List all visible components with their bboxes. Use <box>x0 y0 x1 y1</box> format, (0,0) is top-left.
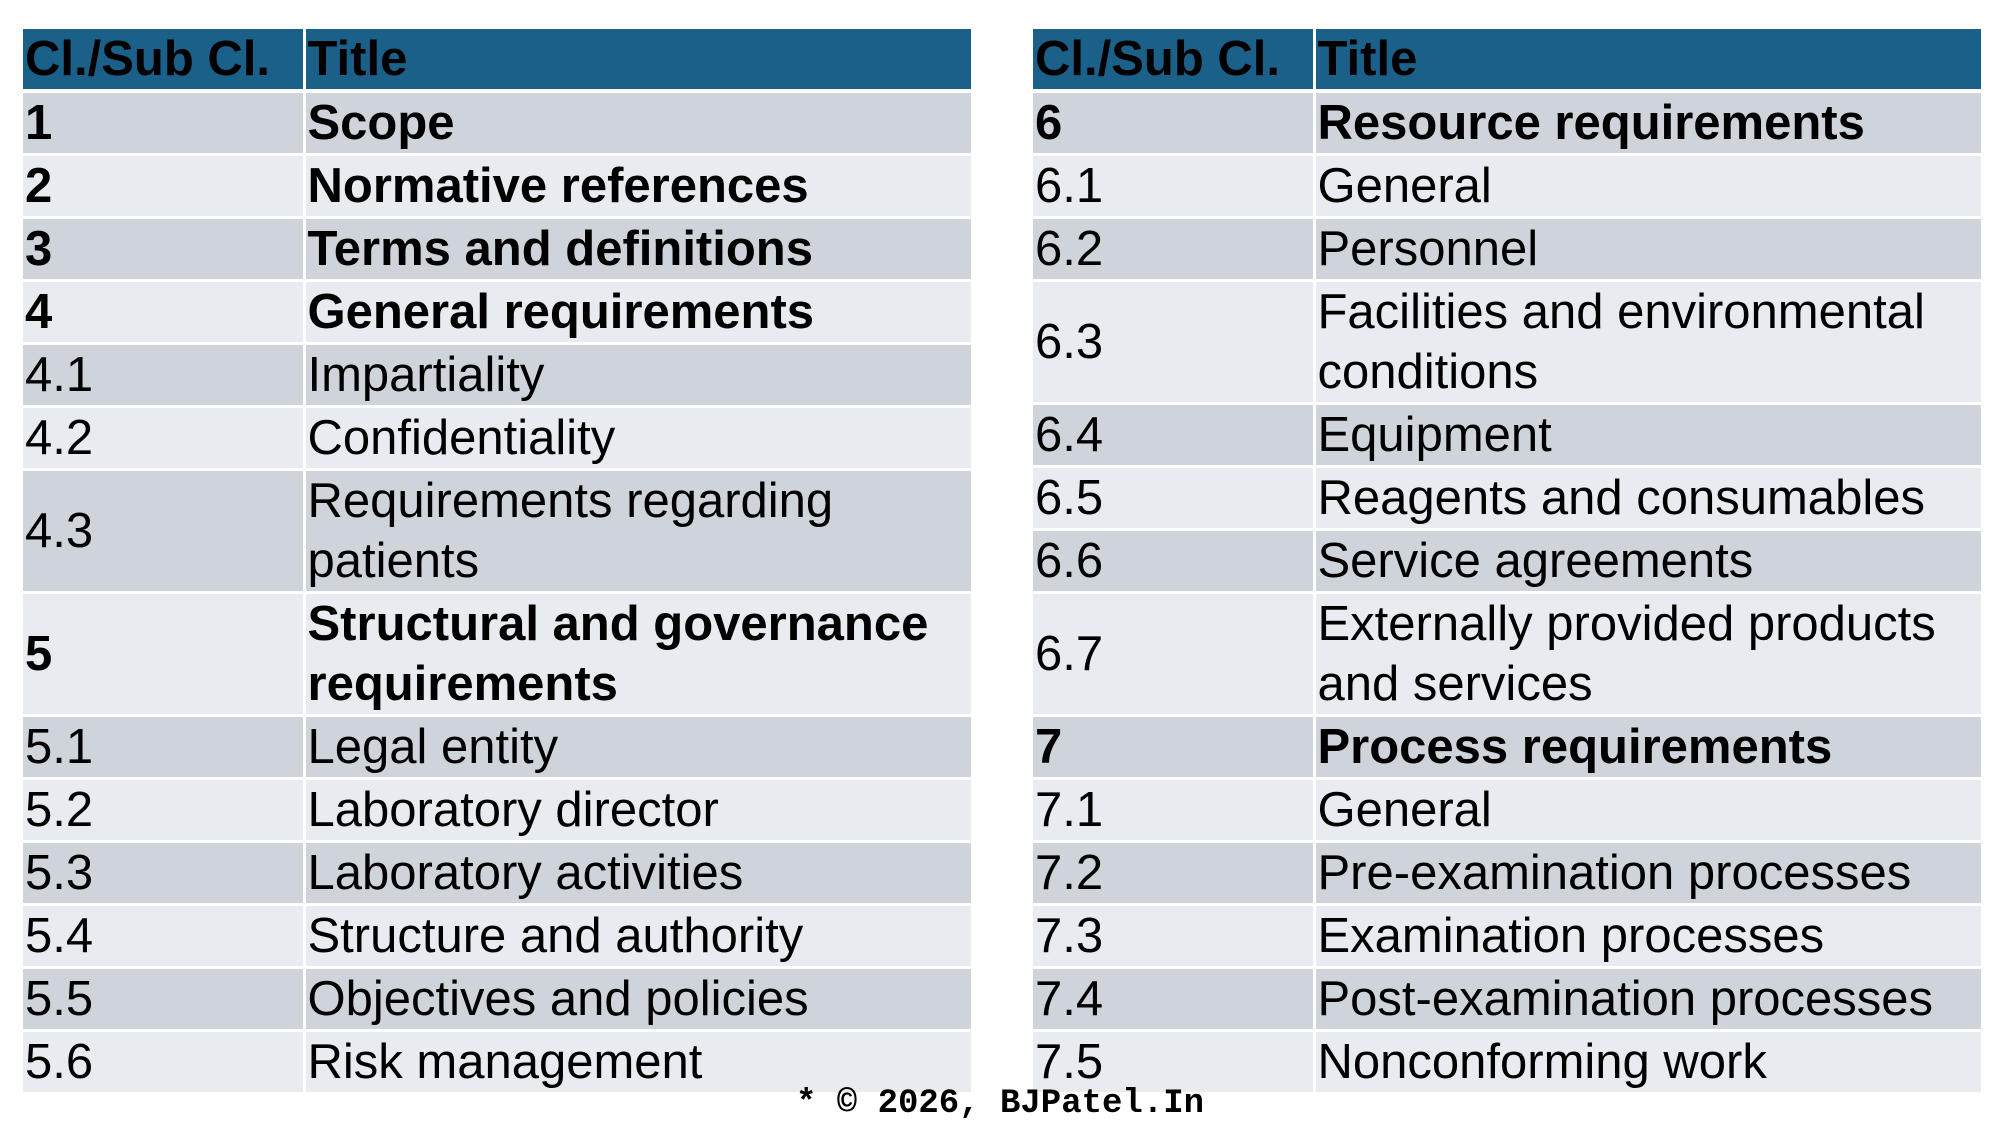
clause-title: Equipment <box>1314 403 1981 468</box>
clause-number: 6.6 <box>1033 529 1316 594</box>
clause-title: General <box>1314 154 1981 219</box>
table-row: 1 Scope <box>23 91 971 156</box>
clause-title: Personnel <box>1314 217 1981 282</box>
clause-number: 4 <box>23 280 306 345</box>
table-row: 7.3 Examination processes <box>1033 904 1981 969</box>
table-row: 7.2 Pre-examination processes <box>1033 841 1981 906</box>
table-row: 6.5 Reagents and consumables <box>1033 466 1981 531</box>
clause-number: 6.1 <box>1033 154 1316 219</box>
table-row: 4.3 Requirements regarding patients <box>23 469 971 594</box>
clause-number: 4.1 <box>23 343 306 408</box>
clause-title: Externally provided products and service… <box>1314 592 1981 717</box>
table-row: 6.7 Externally provided products and serv… <box>1033 592 1981 717</box>
table-row: 5.3 Laboratory activities <box>23 841 971 906</box>
clause-number: 7 <box>1033 715 1316 780</box>
table-row: 5 Structural and governance requirements <box>23 592 971 717</box>
table-row: 6.4 Equipment <box>1033 403 1981 468</box>
table-row: 6 Resource requirements <box>1033 91 1981 156</box>
clause-title: Structural and governance requirements <box>304 592 971 717</box>
clause-number: 6.4 <box>1033 403 1316 468</box>
table-row: 6.3 Facilities and environmental conditio… <box>1033 280 1981 405</box>
table-header-row: Cl./Sub Cl. Title <box>1033 29 1981 93</box>
clause-number: 5.2 <box>23 778 306 843</box>
clause-title: Reagents and consumables <box>1314 466 1981 531</box>
table-row: 7.5 Nonconforming work <box>1033 1030 1981 1095</box>
clause-title: Confidentiality <box>304 406 971 471</box>
table-row: 4.2 Confidentiality <box>23 406 971 471</box>
clause-number: 5.4 <box>23 904 306 969</box>
clause-title: Resource requirements <box>1314 91 1981 156</box>
clause-number: 5.1 <box>23 715 306 780</box>
table-row: 5.5 Objectives and policies <box>23 967 971 1032</box>
table-row: 5.1 Legal entity <box>23 715 971 780</box>
clause-title: Process requirements <box>1314 715 1981 780</box>
clause-number: 6.2 <box>1033 217 1316 282</box>
clause-number: 5.6 <box>23 1030 306 1095</box>
clause-title: Requirements regarding patients <box>304 469 971 594</box>
clause-number: 4.3 <box>23 469 306 594</box>
clause-number: 6.7 <box>1033 592 1316 717</box>
clause-title: Nonconforming work <box>1314 1030 1981 1095</box>
clause-title: Legal entity <box>304 715 971 780</box>
clause-title: Examination processes <box>1314 904 1981 969</box>
table-header-row: Cl./Sub Cl. Title <box>23 29 971 93</box>
clause-number: 7.4 <box>1033 967 1316 1032</box>
clause-number: 7.1 <box>1033 778 1316 843</box>
column-header-clause: Cl./Sub Cl. <box>23 29 306 93</box>
clause-title: Pre-examination processes <box>1314 841 1981 906</box>
column-header-clause: Cl./Sub Cl. <box>1033 29 1316 93</box>
clause-title: Impartiality <box>304 343 971 408</box>
clause-table-right: Cl./Sub Cl. Title 6 Resource requirements… <box>1033 29 1981 1095</box>
clause-number: 2 <box>23 154 306 219</box>
copyright-footer: * © 2026, BJPatel.In <box>795 1085 1205 1123</box>
table-row: 4 General requirements <box>23 280 971 345</box>
clause-title: Service agreements <box>1314 529 1981 594</box>
clause-table-left: Cl./Sub Cl. Title 1 Scope 2 Normative refer… <box>23 29 971 1095</box>
clause-number: 6.5 <box>1033 466 1316 531</box>
table-row: 6.2 Personnel <box>1033 217 1981 282</box>
clause-number: 5.3 <box>23 841 306 906</box>
table-row: 7.4 Post-examination processes <box>1033 967 1981 1032</box>
clause-number: 5.5 <box>23 967 306 1032</box>
clause-number: 7.2 <box>1033 841 1316 906</box>
table-row: 7.1 General <box>1033 778 1981 843</box>
clause-title: Structure and authority <box>304 904 971 969</box>
clause-number: 6.3 <box>1033 280 1316 405</box>
clause-number: 5 <box>23 592 306 717</box>
table-row: 6.6 Service agreements <box>1033 529 1981 594</box>
column-header-title: Title <box>304 29 971 93</box>
clause-title: Laboratory director <box>304 778 971 843</box>
table-row: 5.2 Laboratory director <box>23 778 971 843</box>
table-row: 5.4 Structure and authority <box>23 904 971 969</box>
clause-title: Scope <box>304 91 971 156</box>
clause-number: 7.5 <box>1033 1030 1316 1095</box>
clause-title: Risk management <box>304 1030 971 1095</box>
clause-title: General <box>1314 778 1981 843</box>
table-row: 4.1 Impartiality <box>23 343 971 408</box>
clause-title: Terms and definitions <box>304 217 971 282</box>
clause-title: Laboratory activities <box>304 841 971 906</box>
column-header-title: Title <box>1314 29 1981 93</box>
clause-number: 3 <box>23 217 306 282</box>
clause-number: 1 <box>23 91 306 156</box>
clause-number: 4.2 <box>23 406 306 471</box>
clause-title: General requirements <box>304 280 971 345</box>
table-row: 3 Terms and definitions <box>23 217 971 282</box>
clause-number: 7.3 <box>1033 904 1316 969</box>
clause-title: Objectives and policies <box>304 967 971 1032</box>
table-row: 6.1 General <box>1033 154 1981 219</box>
clause-title: Facilities and environmental conditions <box>1314 280 1981 405</box>
table-row: 7 Process requirements <box>1033 715 1981 780</box>
clause-title: Post-examination processes <box>1314 967 1981 1032</box>
clause-number: 6 <box>1033 91 1316 156</box>
table-row: 5.6 Risk management <box>23 1030 971 1095</box>
clause-title: Normative references <box>304 154 971 219</box>
table-row: 2 Normative references <box>23 154 971 219</box>
